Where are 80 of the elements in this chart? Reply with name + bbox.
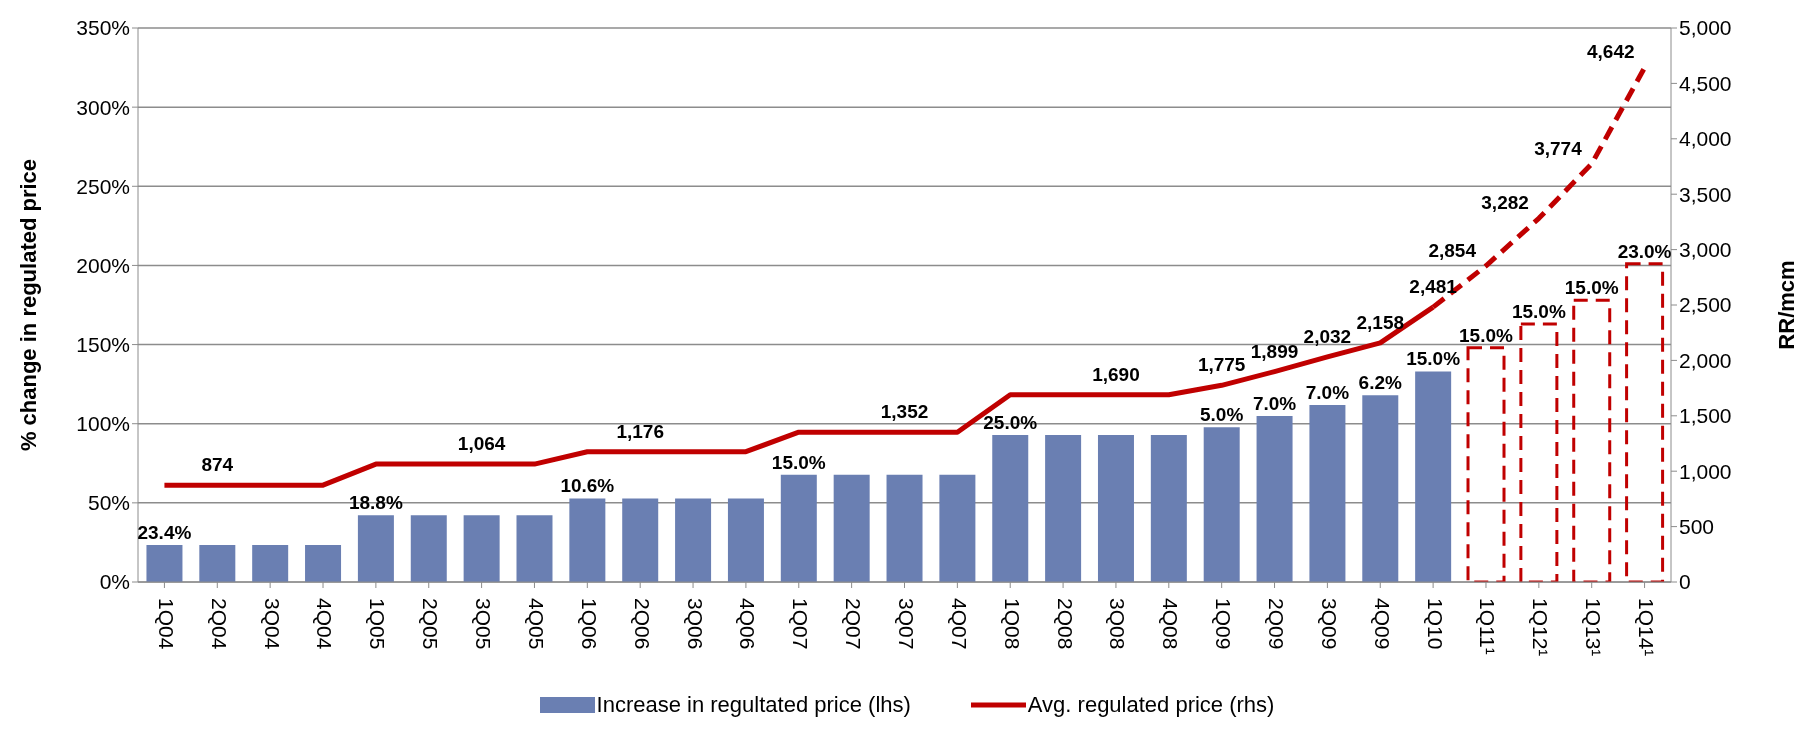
- data-label: 4,642: [1587, 41, 1635, 63]
- legend-label: Increase in regultated price (lhs): [596, 692, 911, 718]
- x-tick-label: 2Q04: [207, 598, 231, 650]
- x-tick-label: 3Q05: [472, 598, 496, 650]
- x-tick-label: 4Q08: [1159, 598, 1183, 650]
- data-label: 1,352: [880, 401, 929, 423]
- data-label: 2,481: [1409, 276, 1458, 298]
- x-tick-label: 1Q10: [1423, 598, 1447, 650]
- y-tick-label: 100%: [76, 412, 130, 436]
- x-tick-label: 4Q05: [524, 598, 548, 650]
- y2-tick-label: 3,500: [1679, 182, 1732, 206]
- y-tick-label: 250%: [76, 174, 130, 198]
- y-tick-label: 150%: [76, 333, 130, 357]
- x-tick-label: 1Q08: [1000, 598, 1024, 650]
- x-tick-label: 1Q06: [577, 598, 601, 650]
- x-tick-label: 2Q07: [842, 598, 866, 650]
- x-tick-label: 1Q09: [1212, 598, 1236, 650]
- y2-tick-label: 5,000: [1679, 16, 1732, 40]
- x-tick-label: 1Q13¹: [1582, 598, 1606, 657]
- y2-tick-label: 1,500: [1679, 404, 1732, 428]
- x-tick-label: 2Q08: [1053, 598, 1077, 650]
- y2-tick-label: 2,500: [1679, 293, 1732, 317]
- y-tick-label: 300%: [76, 95, 130, 119]
- data-label: 1,064: [457, 433, 506, 455]
- annotation: 5.0%: [1200, 404, 1244, 426]
- y-tick-label: 200%: [76, 253, 130, 277]
- annotation: 7.0%: [1305, 382, 1350, 404]
- data-label: 1,775: [1197, 354, 1246, 376]
- data-label: 874: [201, 454, 234, 476]
- y2-axis-title: RR/mcm: [1773, 260, 1799, 350]
- y-tick-label: 350%: [76, 16, 130, 40]
- annotation: 15.0%: [1511, 300, 1566, 322]
- data-label: 1,176: [616, 420, 664, 442]
- x-tick-label: 4Q04: [313, 598, 337, 650]
- data-label: 1,899: [1250, 340, 1299, 362]
- x-tick-label: 3Q06: [683, 598, 707, 650]
- x-tick-label: 2Q05: [419, 598, 443, 650]
- annotation: 15.0%: [1564, 277, 1619, 299]
- y2-tick-label: 3,000: [1679, 238, 1732, 262]
- annotation: 15.0%: [1406, 348, 1461, 370]
- x-tick-label: 4Q06: [736, 598, 760, 650]
- x-tick-label: 1Q12¹: [1529, 598, 1553, 657]
- data-label: 2,158: [1356, 311, 1405, 333]
- x-tick-label: 3Q07: [894, 598, 918, 650]
- x-tick-label: 4Q07: [947, 598, 971, 650]
- x-tick-label: 1Q11¹: [1476, 598, 1500, 655]
- annotation: 18.8%: [348, 492, 403, 514]
- annotation: 6.2%: [1358, 372, 1403, 394]
- x-tick-label: 2Q09: [1264, 598, 1288, 650]
- data-label: 1,690: [1092, 363, 1140, 385]
- y2-tick-label: 4,000: [1679, 127, 1732, 151]
- data-label: 2,032: [1303, 325, 1352, 347]
- annotation: 15.0%: [771, 451, 826, 473]
- x-tick-label: 2Q06: [630, 598, 654, 650]
- annotation: 10.6%: [560, 475, 615, 497]
- y2-tick-label: 500: [1679, 515, 1715, 539]
- x-tick-label: 1Q14¹: [1635, 598, 1659, 657]
- y2-tick-label: 2,000: [1679, 348, 1732, 372]
- x-tick-label: 1Q07: [789, 598, 813, 650]
- y-tick-label: 0%: [99, 570, 130, 594]
- x-tick-label: 4Q09: [1370, 598, 1394, 650]
- y2-tick-label: 4,500: [1679, 71, 1732, 95]
- data-label: 3,774: [1534, 137, 1583, 159]
- y-axis-title: % change in regulated price: [15, 158, 41, 452]
- x-tick-label: 1Q04: [154, 598, 178, 650]
- data-label: 3,282: [1481, 192, 1529, 214]
- x-tick-label: 3Q08: [1106, 598, 1130, 650]
- x-tick-label: 1Q05: [366, 598, 390, 650]
- y2-tick-label: 0: [1679, 570, 1691, 594]
- x-tick-label: 3Q04: [260, 598, 284, 650]
- y-tick-label: 50%: [87, 491, 130, 515]
- annotation: 7.0%: [1252, 393, 1297, 415]
- legend-label: Avg. regulated price (rhs): [1027, 692, 1275, 718]
- y2-tick-label: 1,000: [1679, 459, 1732, 483]
- data-label: 2,854: [1428, 239, 1477, 261]
- x-tick-label: 3Q09: [1317, 598, 1341, 650]
- annotation: 23.4%: [137, 521, 192, 543]
- annotation: 23.0%: [1617, 240, 1672, 262]
- annotation: 15.0%: [1459, 324, 1514, 346]
- annotation: 25.0%: [983, 412, 1038, 434]
